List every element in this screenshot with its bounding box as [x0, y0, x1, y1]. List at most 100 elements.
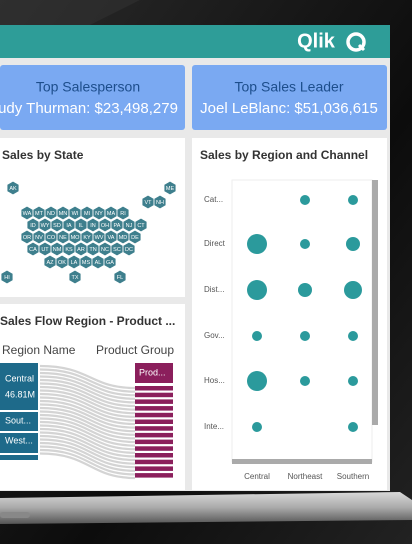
state-label: IL: [79, 223, 84, 229]
node: [0, 363, 38, 410]
node: [135, 440, 173, 445]
x-label: Central: [244, 472, 270, 481]
node-label: West...: [5, 435, 33, 445]
node-label: Sout...: [5, 415, 31, 425]
bubble: [247, 234, 267, 254]
y-label: Cat...: [204, 195, 223, 204]
kpi-card: [192, 65, 387, 130]
bubble: [344, 281, 362, 299]
state-label: GA: [106, 260, 114, 266]
panel-title: Sales Flow Region - Product ...: [0, 314, 175, 328]
state-label: UT: [41, 247, 49, 253]
kpi-title: Top Salesperson: [36, 79, 140, 95]
state-label: AL: [95, 260, 102, 266]
state-label: VT: [144, 200, 152, 206]
y-label: Gov...: [204, 331, 225, 340]
state-label: RI: [120, 211, 126, 217]
panel-title: Sales by State: [2, 148, 84, 162]
panel-title: Sales by Region and Channel: [200, 148, 368, 162]
kpi-card: [0, 65, 185, 130]
node: [135, 406, 173, 411]
node: [135, 466, 173, 471]
node: [135, 386, 173, 391]
state-label: SD: [53, 223, 61, 229]
y-label: Hos...: [204, 376, 225, 385]
laptop-screenshot: Qlik Top Salesperson udy Thurman: $23,49…: [0, 0, 412, 544]
state-label: NE: [59, 235, 67, 241]
state-label: NM: [53, 247, 62, 253]
state-label: MN: [59, 211, 68, 217]
state-label: MS: [82, 260, 91, 266]
state-label: IN: [90, 223, 96, 229]
kpi-title: Top Sales Leader: [235, 79, 344, 95]
bubble: [348, 422, 358, 432]
bubble: [298, 283, 312, 297]
node: [0, 455, 38, 460]
logo: Qlik: [297, 30, 336, 52]
state-label: SC: [113, 247, 121, 253]
state-label: NH: [156, 200, 164, 206]
y-label: Direct: [204, 239, 226, 248]
state-label: MA: [107, 211, 116, 217]
state-label: WV: [95, 235, 104, 241]
state-label: ID: [30, 223, 36, 229]
state-label: PA: [114, 223, 121, 229]
state-label: AK: [9, 186, 17, 192]
bubble: [300, 331, 310, 341]
state-label: MI: [84, 211, 91, 217]
x-label: Southern: [337, 472, 369, 481]
state-label: NV: [35, 235, 43, 241]
state-label: FL: [117, 275, 123, 281]
bubble: [348, 376, 358, 386]
state-label: AZ: [46, 260, 54, 266]
page: Qlik Top Salesperson udy Thurman: $23,49…: [0, 0, 412, 544]
state-label: HI: [4, 275, 10, 281]
scrollbar: [372, 180, 378, 425]
state-label: NC: [101, 247, 109, 253]
state-label: CO: [47, 235, 56, 241]
node: [135, 413, 173, 418]
state-label: WY: [41, 223, 50, 229]
state-label: CA: [29, 247, 37, 253]
state-label: VA: [108, 235, 115, 241]
bubble: [300, 239, 310, 249]
node: [135, 426, 173, 431]
state-label: TX: [71, 275, 78, 281]
state-label: TN: [89, 247, 96, 253]
x-label: Northeast: [288, 472, 323, 481]
state-label: OK: [58, 260, 66, 266]
bubble: [300, 376, 310, 386]
screen: Qlik Top Salesperson udy Thurman: $23,49…: [0, 25, 390, 491]
panel: [192, 138, 387, 490]
column-header: Region Name: [2, 343, 76, 357]
state-label: NY: [95, 211, 103, 217]
state-label: LA: [71, 260, 78, 266]
kpi-value: Joel LeBlanc: $51,036,615: [200, 100, 378, 117]
state-label: ND: [47, 211, 55, 217]
node: [135, 420, 173, 425]
state-label: KS: [65, 247, 73, 253]
state-label: OR: [23, 235, 31, 241]
state-label: IA: [66, 223, 72, 229]
bubble: [348, 195, 358, 205]
state-label: CT: [137, 223, 145, 229]
node: [135, 453, 173, 458]
state-label: AR: [77, 247, 85, 253]
y-label: Dist...: [204, 285, 224, 294]
bubble: [348, 331, 358, 341]
state-label: DC: [125, 247, 133, 253]
state-label: MO: [71, 235, 81, 241]
y-label: Inte...: [204, 422, 224, 431]
node: [135, 473, 173, 478]
state-label: OH: [101, 223, 109, 229]
node: [135, 399, 173, 404]
hinge: [0, 512, 30, 518]
bubble: [300, 195, 310, 205]
bubble: [346, 237, 360, 251]
state-label: ME: [166, 186, 175, 192]
state-label: WI: [72, 211, 79, 217]
column-header: Product Group: [96, 343, 174, 357]
bubble: [252, 331, 262, 341]
node-label: Prod...: [139, 367, 166, 377]
node: [135, 460, 173, 465]
